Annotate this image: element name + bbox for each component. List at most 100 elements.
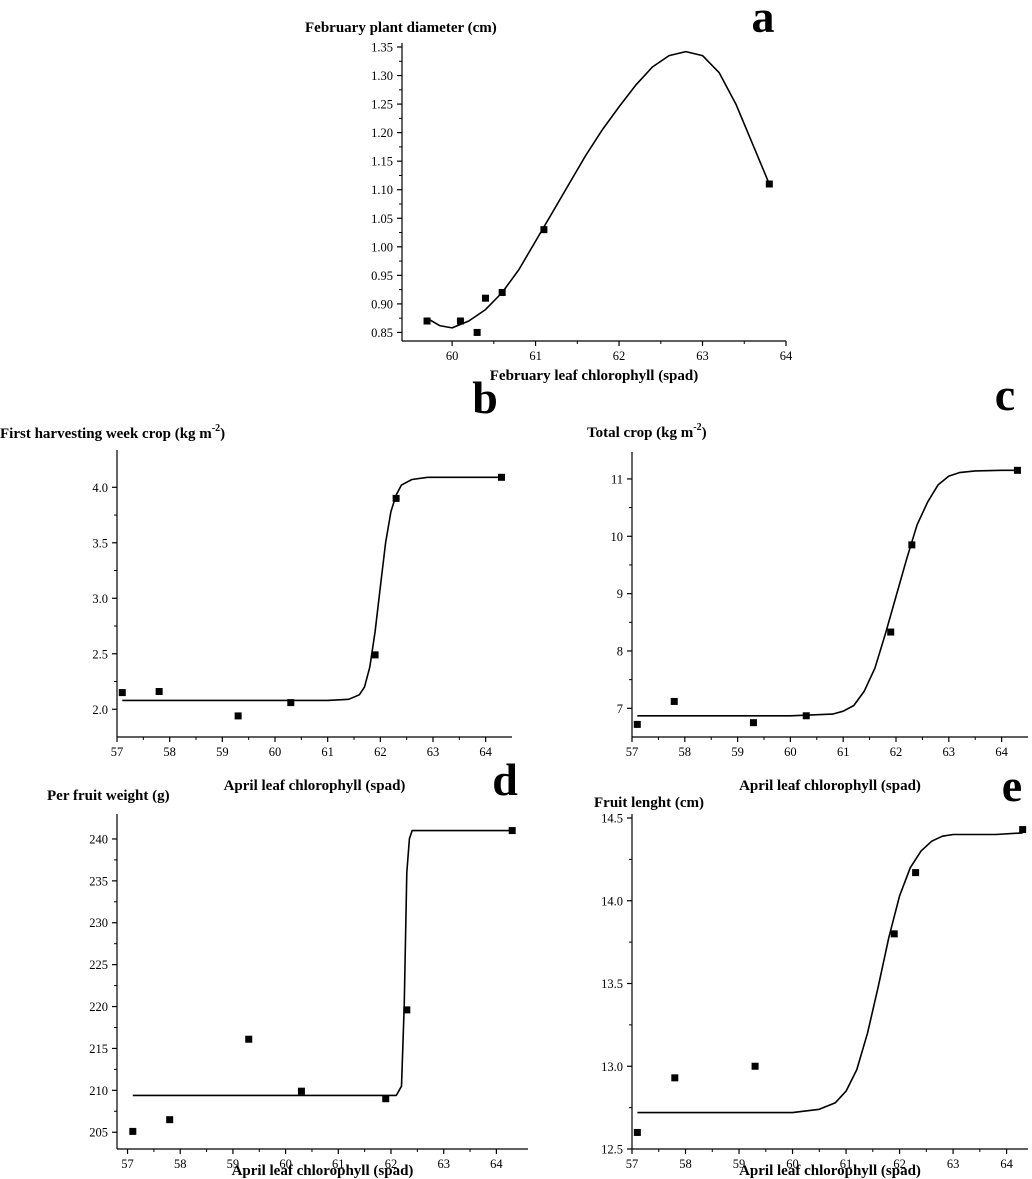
y-tick-label: 1.00 xyxy=(371,240,393,254)
data-point xyxy=(908,541,916,549)
data-point xyxy=(155,687,163,695)
y-tick-label: 3.5 xyxy=(92,536,108,550)
data-point xyxy=(287,699,295,707)
x-tick-label: 64 xyxy=(490,1157,503,1171)
data-point xyxy=(473,328,481,336)
y-tick-label: 2.5 xyxy=(92,647,108,661)
y-tick-label: 205 xyxy=(89,1126,108,1140)
data-point xyxy=(670,697,678,705)
data-point xyxy=(371,651,379,659)
data-point xyxy=(129,1127,137,1135)
y-axis-label-text: First harvesting week crop (kg m xyxy=(0,426,212,442)
chart-panel-e: 57 58 59 60 61 62 63 64 12.5 13.0 13.5 14.0 14.5Frui… xyxy=(594,760,1028,1179)
fit-curve xyxy=(426,50,771,329)
data-point xyxy=(749,719,757,727)
x-tick-label: 61 xyxy=(840,1157,853,1171)
chart-panel-d: 57 58 59 60 61 62 63 64 205 210 215 220 225 230 235 240… xyxy=(47,754,528,1179)
y-axis-label-text: February plant diameter (cm) xyxy=(305,20,497,36)
y-axis-label-text: Fruit lenght (cm) xyxy=(594,795,704,811)
y-tick-label: 14.5 xyxy=(601,812,623,826)
x-axis-label: April leaf chlorophyll (spad) xyxy=(739,1163,921,1179)
panel-label: c xyxy=(995,369,1015,420)
y-axis-label-suffix: ) xyxy=(220,426,225,442)
x-tick-label: 59 xyxy=(227,1157,240,1171)
x-tick-label: 60 xyxy=(279,1157,292,1171)
x-tick-label: 63 xyxy=(947,1157,960,1171)
y-axis-label: February plant diameter (cm) xyxy=(305,20,497,36)
y-tick-label: 235 xyxy=(89,874,108,888)
y-axis-label: First harvesting week crop (kg m-2) xyxy=(0,423,225,442)
y-tick-label: 9 xyxy=(617,587,623,601)
y-axis-label-text: Per fruit weight (g) xyxy=(47,788,170,804)
y-tick-label: 12.5 xyxy=(601,1143,623,1157)
y-tick-label: 13.0 xyxy=(601,1060,623,1074)
x-tick-label: 61 xyxy=(321,745,334,759)
y-axis-label-superscript: -2 xyxy=(693,422,701,433)
x-tick-label: 63 xyxy=(437,1157,450,1171)
data-point xyxy=(392,494,400,502)
y-tick-label: 210 xyxy=(89,1084,108,1098)
data-point xyxy=(633,1128,641,1136)
data-point xyxy=(912,869,920,877)
x-tick-label: 58 xyxy=(163,745,176,759)
x-tick-label: 60 xyxy=(784,745,797,759)
y-axis-label: Fruit lenght (cm) xyxy=(594,795,704,811)
x-tick-label: 57 xyxy=(626,745,639,759)
y-tick-label: 1.10 xyxy=(371,183,393,197)
x-tick-label: 64 xyxy=(995,745,1008,759)
y-tick-label: 1.25 xyxy=(371,98,393,112)
data-point xyxy=(802,712,810,720)
data-point xyxy=(245,1035,253,1043)
panel-label: b xyxy=(472,372,498,423)
data-point xyxy=(403,1006,411,1014)
y-tick-label: 1.05 xyxy=(371,212,393,226)
y-tick-label: 1.15 xyxy=(371,155,393,169)
x-tick-label: 62 xyxy=(893,1157,906,1171)
fit-curve xyxy=(122,476,502,702)
panel-label: e xyxy=(1002,760,1022,811)
x-tick-label: 62 xyxy=(374,745,387,759)
x-axis-label: April leaf chlorophyll (spad) xyxy=(224,778,406,794)
x-tick-label: 63 xyxy=(427,745,440,759)
x-tick-label: 60 xyxy=(269,745,282,759)
y-axis-label: Per fruit weight (g) xyxy=(47,788,170,804)
data-point xyxy=(1013,466,1021,474)
fit-curve xyxy=(132,829,513,1097)
y-tick-label: 215 xyxy=(89,1042,108,1056)
y-tick-label: 0.95 xyxy=(371,269,393,283)
data-point xyxy=(751,1062,759,1070)
y-tick-label: 2.0 xyxy=(92,703,108,717)
y-tick-label: 3.0 xyxy=(92,592,108,606)
x-tick-label: 63 xyxy=(696,349,709,363)
y-tick-label: 225 xyxy=(89,958,108,972)
fit-curve xyxy=(637,832,1023,1114)
chart-panel-b: 57 58 59 60 61 62 63 64 2.0 2.5 3.0 3.5 4.0 First har… xyxy=(0,372,512,794)
x-tick-label: 58 xyxy=(174,1157,187,1171)
x-tick-label: 59 xyxy=(731,745,744,759)
x-tick-label: 63 xyxy=(943,745,956,759)
x-tick-label: 64 xyxy=(1000,1157,1013,1171)
data-point xyxy=(540,226,548,234)
x-tick-label: 59 xyxy=(733,1157,746,1171)
chart-panel-c: 57 58 59 60 61 62 63 64 7 8 9 10 11 Total crop (kg m-… xyxy=(587,369,1028,794)
y-axis-label: Total crop (kg m-2) xyxy=(587,422,707,441)
y-tick-label: 13.5 xyxy=(601,977,623,991)
data-point xyxy=(118,689,126,697)
x-tick-label: 61 xyxy=(837,745,850,759)
panel-label: d xyxy=(492,754,518,805)
y-tick-label: 230 xyxy=(89,916,108,930)
y-tick-label: 4.0 xyxy=(92,481,108,495)
y-tick-label: 10 xyxy=(611,530,624,544)
x-tick-label: 61 xyxy=(529,349,542,363)
data-point xyxy=(456,317,464,325)
data-point xyxy=(1019,826,1027,834)
data-point xyxy=(497,473,505,481)
y-tick-label: 220 xyxy=(89,1000,108,1014)
x-axis-label: April leaf chlorophyll (spad) xyxy=(739,778,921,794)
data-point xyxy=(633,720,641,728)
x-tick-label: 59 xyxy=(216,745,229,759)
x-axis-label: February leaf chlorophyll (spad) xyxy=(490,368,698,384)
y-tick-label: 11 xyxy=(611,472,623,486)
x-tick-label: 58 xyxy=(679,1157,692,1171)
